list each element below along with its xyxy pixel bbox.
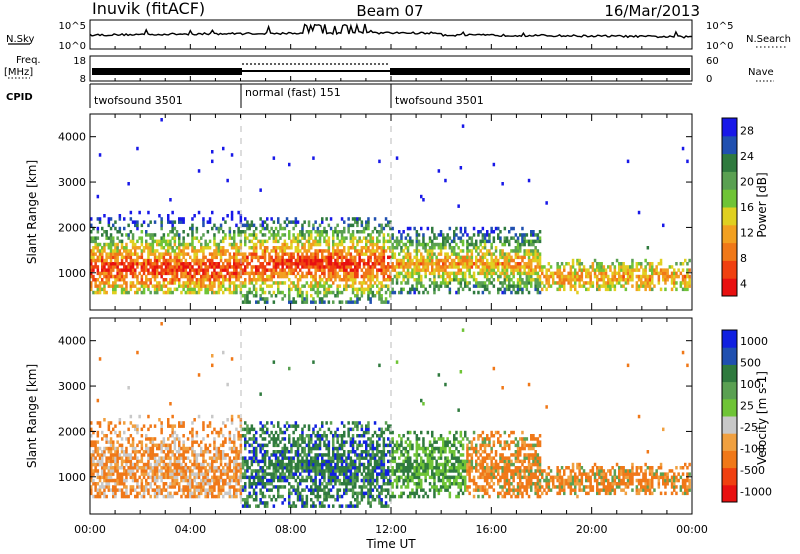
freq-band-3 xyxy=(390,68,690,75)
freq-tick-bottom: 8 xyxy=(80,74,86,85)
power-cbar-swatch-5 xyxy=(722,189,737,208)
nsky-strip: N.Sky 10^5 10^0 10^5 10^0 N.Search xyxy=(6,19,791,52)
xtick-label-4: 16:00 xyxy=(475,523,507,536)
ytick-label-power-axes-2: 3000 xyxy=(58,176,86,189)
vel-cbar-swatch-5 xyxy=(722,398,737,417)
vel-cbar-tick-6: -500 xyxy=(740,464,765,477)
x-axis: 00:00 04:00 08:00 12:00 16:00 20:00 00:00 xyxy=(74,523,708,536)
ytick-label-vel-axes-1: 2000 xyxy=(58,425,86,438)
freq-band-2 xyxy=(242,70,390,72)
cpid-segment-3: twofsound 3501 xyxy=(395,94,484,107)
xtick-label-0: 00:00 xyxy=(74,523,106,536)
freq-tick-top: 18 xyxy=(73,56,86,67)
power-cbar-tick-1: 24 xyxy=(740,150,754,163)
power-cbar-swatch-8 xyxy=(722,135,737,155)
nsky-tick-bottom: 10^0 xyxy=(59,41,86,52)
power-cbar-tick-6: 4 xyxy=(740,277,747,290)
power-cbar-tick-5: 8 xyxy=(740,252,747,265)
nave-label: Nave xyxy=(748,67,774,78)
nave-tick-top: 60 xyxy=(706,56,719,67)
freq-band-1 xyxy=(92,68,242,75)
ytick-label-vel-axes-3: 4000 xyxy=(58,335,86,348)
power-cbar-swatch-1 xyxy=(722,260,737,279)
date-label: 16/Mar/2013 xyxy=(604,2,700,20)
power-colorbar-label: Power [dB] xyxy=(755,172,769,237)
nsky-series xyxy=(89,22,693,39)
freq-strip: Freq. [MHz] 18 8 60 0 Nave xyxy=(4,55,774,85)
vel-cbar-tick-5: -100 xyxy=(740,442,765,455)
xtick-label-5: 20:00 xyxy=(576,523,608,536)
power-colorbar: 28 24 20 16 12 8 4 Power [dB] xyxy=(721,117,769,297)
ytick-label-power-axes-3: 4000 xyxy=(58,131,86,144)
freq-label: Freq. xyxy=(16,55,41,66)
ytick-label-vel-axes-2: 3000 xyxy=(58,380,86,393)
vel-cbar-tick-0: 1000 xyxy=(740,335,768,348)
power-cbar-tick-3: 16 xyxy=(740,201,754,214)
ytick-label-power-axes-1: 2000 xyxy=(58,221,86,234)
nsky-tick-top: 10^5 xyxy=(59,21,86,32)
power-cbar-swatch-4 xyxy=(722,207,737,226)
station-title: Inuvik (fitACF) xyxy=(92,0,205,18)
vel-cbar-swatch-4 xyxy=(722,416,737,434)
vel-cbar-swatch-2 xyxy=(722,450,737,469)
xtick-label-3: 12:00 xyxy=(375,523,407,536)
vel-cbar-swatch-9 xyxy=(722,330,737,348)
vel-cbar-swatch-0 xyxy=(722,484,737,503)
freq-unit: [MHz] xyxy=(4,67,33,78)
vel-cbar-swatch-7 xyxy=(722,364,737,383)
vel-cbar-tick-4: -25 xyxy=(740,421,758,434)
xtick-label-6: 00:00 xyxy=(676,523,708,536)
velocity-colorbar: 1000 500 100 25 -25 -100 -500 -1000 Velocity [m… xyxy=(721,329,772,503)
nave-tick-bottom: 0 xyxy=(706,74,712,85)
power-cbar-swatch-3 xyxy=(722,224,737,244)
vel-cbar-tick-3: 25 xyxy=(740,399,754,412)
xtick-label-2: 08:00 xyxy=(275,523,307,536)
nsearch-tick-top: 10^5 xyxy=(706,21,733,32)
beam-label: Beam 07 xyxy=(356,2,423,20)
power-panel: 1000 2000 3000 4000 Slant Range [km] xyxy=(25,113,693,311)
power-cbar-tick-4: 12 xyxy=(740,226,754,239)
power-cbar-swatch-6 xyxy=(722,171,737,190)
nsky-label: N.Sky xyxy=(6,34,34,45)
power-cbar-tick-0: 28 xyxy=(740,125,754,138)
x-axis-label: Time UT xyxy=(365,537,416,551)
cpid-strip: CPID twofsound 3501 normal (fast) 151 tw… xyxy=(6,83,692,108)
vel-cbar-tick-2: 100 xyxy=(740,378,761,391)
cpid-label: CPID xyxy=(6,92,33,103)
ytick-label-vel-axes-0: 1000 xyxy=(58,471,86,484)
xtick-label-1: 04:00 xyxy=(174,523,206,536)
cpid-segment-1: twofsound 3501 xyxy=(94,94,183,107)
power-cbar-swatch-0 xyxy=(722,278,737,297)
vel-cbar-tick-1: 500 xyxy=(740,356,761,369)
velocity-heatmap-cells xyxy=(90,322,691,508)
vel-cbar-swatch-6 xyxy=(722,381,737,400)
velocity-panel: 1000 2000 3000 4000 Slant Range [km] xyxy=(25,317,693,515)
vel-cbar-swatch-3 xyxy=(722,433,737,451)
power-cbar-swatch-9 xyxy=(722,118,737,137)
vel-cbar-swatch-8 xyxy=(722,347,737,365)
vel-cbar-swatch-1 xyxy=(722,467,737,486)
ytick-label-power-axes-0: 1000 xyxy=(58,267,86,280)
velocity-ylabel: Slant Range [km] xyxy=(25,364,39,468)
power-cbar-swatch-7 xyxy=(722,153,737,172)
velocity-colorbar-label: Velocity [m s-1] xyxy=(755,371,769,465)
power-cbar-tick-2: 20 xyxy=(740,176,754,189)
cpid-segment-2: normal (fast) 151 xyxy=(245,86,341,99)
power-heatmap-cells xyxy=(90,118,691,304)
nsearch-label: N.Search xyxy=(746,34,791,45)
vel-cbar-tick-7: -1000 xyxy=(740,485,772,498)
power-ylabel: Slant Range [km] xyxy=(25,160,39,264)
power-cbar-swatch-2 xyxy=(722,242,737,261)
nsearch-tick-bottom: 10^0 xyxy=(706,41,733,52)
